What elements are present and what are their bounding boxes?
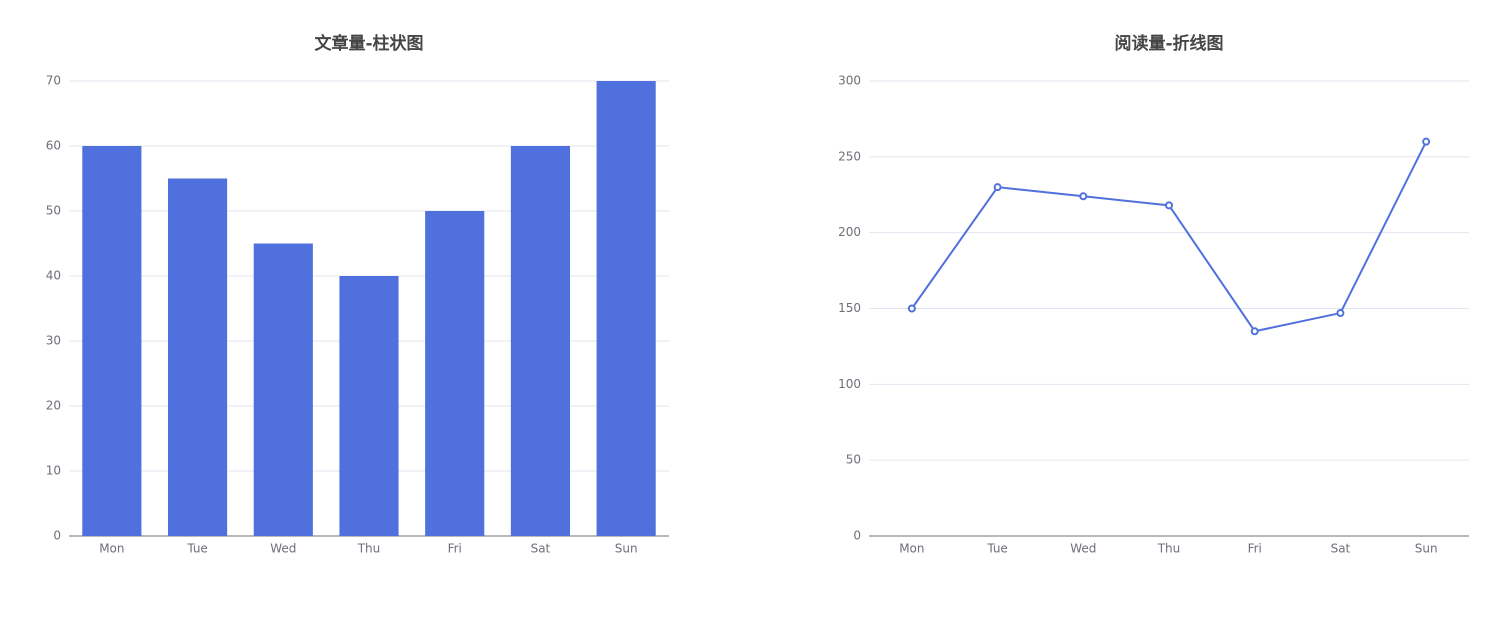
chart-title: 文章量-柱状图 [314, 33, 423, 54]
x-tick-label: Thu [357, 542, 381, 556]
x-tick-label: Mon [899, 542, 924, 556]
x-tick-label: Wed [270, 542, 296, 556]
y-tick-label: 150 [838, 301, 861, 315]
y-tick-label: 60 [46, 139, 61, 153]
bar [596, 81, 656, 536]
x-tick-label: Sun [615, 542, 638, 556]
x-tick-label: Sun [1415, 542, 1438, 556]
y-tick-label: 100 [838, 377, 861, 391]
x-tick-label: Fri [1248, 542, 1262, 556]
point [907, 304, 916, 313]
y-tick-label: 40 [46, 269, 61, 283]
point [1250, 327, 1259, 336]
y-tick-label: 20 [46, 399, 61, 413]
x-tick-label: Sat [531, 542, 551, 556]
y-tick-label: 250 [838, 149, 861, 163]
point [1336, 309, 1345, 318]
line [911, 141, 1428, 333]
bar [253, 243, 313, 536]
point [1165, 201, 1173, 210]
x-tick-label: Tue [986, 542, 1008, 556]
y-tick-label: 200 [838, 225, 861, 239]
y-tick-label: 10 [46, 464, 61, 478]
x-tick-label: Sat [1331, 542, 1351, 556]
y-tick-label: 0 [53, 529, 61, 543]
x-tick-label: Thu [1157, 542, 1181, 556]
bar [425, 211, 485, 536]
point [1422, 137, 1431, 146]
y-tick-label: 50 [46, 204, 61, 218]
x-tick-label: Tue [186, 542, 208, 556]
bar [82, 146, 142, 536]
y-tick-label: 50 [846, 453, 861, 467]
bar [339, 276, 399, 536]
x-tick-label: Fri [448, 542, 462, 556]
bar [168, 178, 228, 536]
chart-title: 阅读量-折线图 [1114, 33, 1223, 54]
bar [510, 146, 570, 536]
point [1079, 192, 1088, 201]
y-tick-label: 30 [46, 334, 61, 348]
y-tick-label: 70 [46, 74, 61, 88]
x-tick-label: Wed [1070, 542, 1096, 556]
y-tick-label: 300 [838, 74, 861, 88]
x-tick-label: Mon [99, 542, 124, 556]
point [993, 183, 1002, 192]
y-tick-label: 0 [853, 529, 861, 543]
